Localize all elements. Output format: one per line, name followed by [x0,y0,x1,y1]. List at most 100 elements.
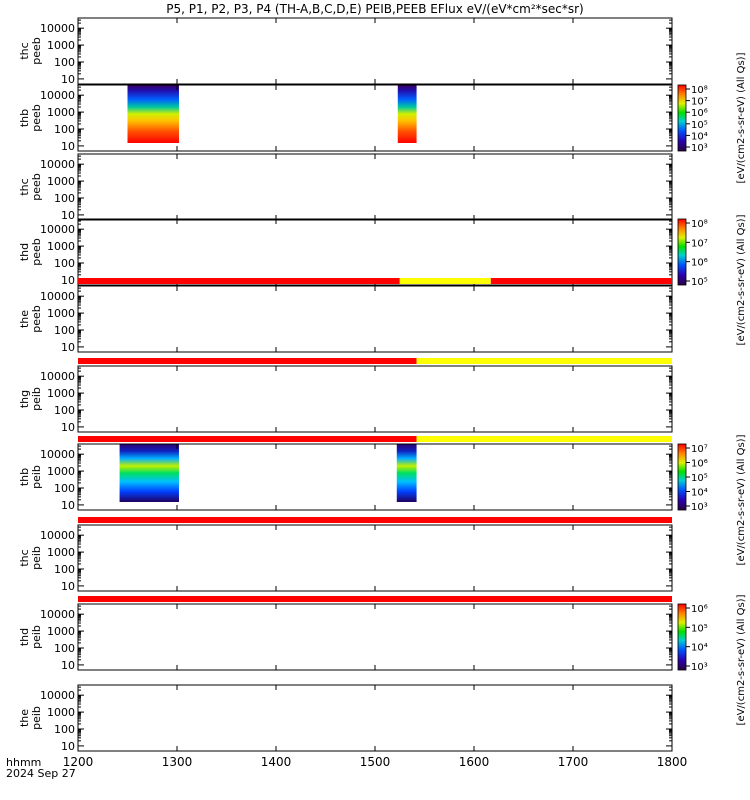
panel-thb_peib: 10 100 1000 10000 thbpeib [18,436,673,512]
panel-thc_peeb: 10 100 1000 10000 thcpeeb [18,17,673,86]
time-axis-label: hhmm [6,756,41,769]
panel-the_peeb: 10 100 1000 10000 thepeeb [18,278,673,354]
y-tick-label: 10 [61,140,75,153]
colorbar-cb_thd_peib: 10⁶ 10⁵ 10⁴ 10³ [eV/(cm2-s-sr-eV) (All Qs)] [677,594,747,725]
panel-label: thepeib [18,706,43,730]
x-tick-label: 1600 [459,755,490,769]
colorbar-tick-label: 10⁶ [691,604,708,615]
panel-label-probe: thb [18,109,31,127]
panel-label-product: peib [30,465,43,489]
y-tick-label: 10 [61,421,75,434]
y-tick-label: 1000 [47,175,75,188]
colorbar-gradient [677,443,687,511]
y-tick-label: 1000 [47,39,75,52]
y-tick-label: 10000 [40,158,75,171]
y-tick-label: 10 [61,341,75,354]
panel-frame [77,17,673,85]
y-tick-label: 10000 [40,608,75,621]
colorbar-tick-label: 10⁷ [691,444,708,455]
x-tick-label: 1400 [261,755,292,769]
colorbar-tick-label: 10³ [691,502,708,513]
y-tick-label: 1000 [47,106,75,119]
panel-label-probe: thd [18,243,31,261]
y-tick-label: 1000 [47,546,75,559]
panel-label: thbpeeb [18,104,43,132]
colorbar-gradient [677,84,687,152]
mode-bar-segment [399,278,491,284]
y-tick-label: 1000 [47,625,75,638]
x-tick-label: 1700 [558,755,589,769]
y-tick-label: 10000 [40,89,75,102]
y-tick-label: 10 [61,499,75,512]
colorbar-tick-label: 10⁵ [691,473,708,484]
colorbar-tick-label: 10⁵ [691,623,708,634]
panel-label-probe: the [18,310,31,328]
panel-thg_peib: 10 100 1000 10000 thgpeib [18,358,673,434]
panel-label: thcpeeb [18,37,43,65]
y-tick-label: 1000 [47,706,75,719]
y-tick-label: 100 [54,324,75,337]
y-tick-label: 1000 [47,240,75,253]
panel-label-product: peeb [30,305,43,333]
panel-frame [77,684,673,752]
colorbar-tick-label: 10⁴ [691,131,708,142]
colorbar-tick-label: 10⁷ [691,238,708,249]
panel-frame [77,285,673,353]
mode-bar-segment [416,436,672,442]
mode-bar-segment [78,517,672,523]
y-tick-label: 100 [54,257,75,270]
time-axis: 1200 1300 1400 1500 1600 1700 1800 [63,755,688,769]
y-tick-label: 100 [54,192,75,205]
panel-thb_peeb: 10 100 1000 10000 thbpeeb [18,84,673,153]
panel-label-probe: thc [18,178,31,195]
panel-frame [77,365,673,433]
colorbar-label: [eV/(cm2-s-sr-eV) (All Qs)] [736,52,747,183]
panel-label: thbpeib [18,465,43,489]
y-tick-label: 10 [61,73,75,86]
colorbar-label: [eV/(cm2-s-sr-eV) (All Qs)] [736,594,747,725]
y-tick-label: 100 [54,56,75,69]
panel-frame [77,153,673,221]
panel-label-product: peib [30,625,43,649]
panel-label: thdpeeb [18,238,43,266]
mode-bar-segment [78,596,672,602]
y-tick-label: 10 [61,740,75,753]
colorbar-tick-label: 10⁶ [691,108,708,119]
colorbar-tick-label: 10³ [691,143,708,154]
panel-label: thcpeeb [18,173,43,201]
panel-thc_peib: 10 100 1000 10000 thcpeib [18,517,673,593]
spectrogram-block [396,444,417,502]
spectrogram-block [119,444,179,502]
y-tick-label: 10 [61,274,75,287]
y-tick-label: 10 [61,209,75,222]
panel-label-probe: thc [18,42,31,59]
panel-label-product: peib [30,706,43,730]
y-tick-label: 10000 [40,529,75,542]
panel-label-probe: thg [18,390,31,408]
mode-bar-segment [78,358,417,364]
figure-title: P5, P1, P2, P3, P4 (TH-A,B,C,D,E) PEIB,P… [166,2,583,16]
panel-label: thepeeb [18,305,43,333]
x-tick-label: 1300 [162,755,193,769]
y-tick-label: 10000 [40,370,75,383]
y-tick-label: 10 [61,659,75,672]
y-tick-label: 1000 [47,387,75,400]
y-tick-label: 10000 [40,22,75,35]
panel-label-product: peeb [30,37,43,65]
mode-bar-segment [416,358,672,364]
y-tick-label: 100 [54,482,75,495]
mode-bar-segment [490,278,672,284]
y-tick-label: 10 [61,580,75,593]
panel-thc_peeb_2: 10 100 1000 10000 thcpeeb [18,153,673,222]
panel-label-product: peeb [30,104,43,132]
panel-the_peib: 10 100 1000 10000 thepeib [18,684,673,753]
colorbar-tick-label: 10⁸ [691,85,708,96]
y-tick-label: 10000 [40,223,75,236]
colorbar-tick-label: 10⁶ [691,258,708,269]
y-tick-label: 10000 [40,448,75,461]
mode-bar-segment [78,278,400,284]
y-tick-label: 100 [54,123,75,136]
colorbar-tick-label: 10³ [691,662,708,673]
